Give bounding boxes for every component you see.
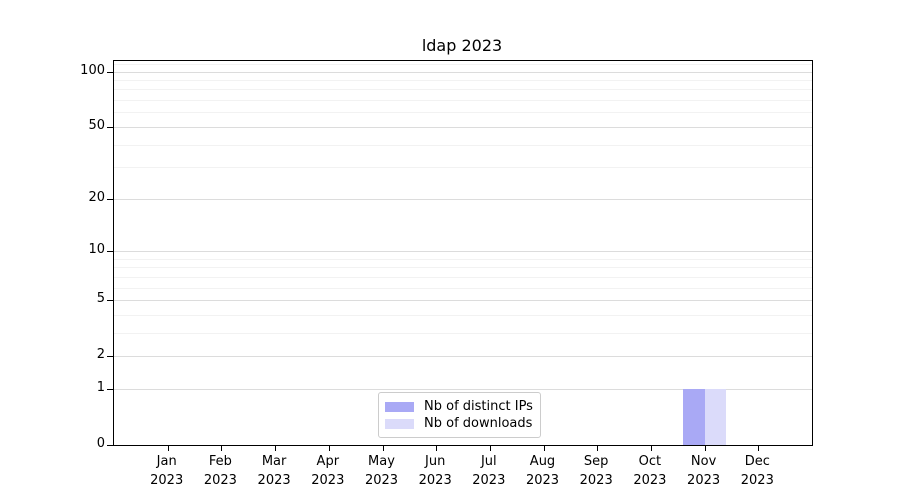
legend-item-nb-of-distinct-ips: Nb of distinct IPs [385, 398, 533, 415]
gridline-major-50 [114, 126, 812, 128]
bar-nb-of-distinct-ips-nov-2023 [683, 388, 705, 445]
legend-label-nb-of-downloads: Nb of downloads [424, 416, 533, 431]
x-axis-tick-sep [597, 445, 599, 451]
gridline-major-10 [114, 250, 812, 252]
x-axis-tick-label-mar: Mar 2023 [257, 454, 291, 488]
x-axis-tick-apr [328, 445, 330, 451]
y-axis-tick-20 [107, 198, 113, 200]
x-axis-tick-may [382, 445, 384, 451]
y-axis-tick-0 [107, 445, 113, 446]
x-axis-tick-jan [167, 445, 169, 451]
y-axis-tick-label-1: 1 [96, 379, 105, 395]
y-axis-tick-100 [107, 71, 113, 73]
x-axis-tick-mar [275, 445, 277, 451]
gridline-major-1 [114, 388, 812, 390]
y-axis-tick-2 [107, 356, 113, 358]
y-axis-tick-label-10: 10 [88, 241, 105, 257]
y-axis-tick-50 [107, 126, 113, 128]
x-axis-tick-label-dec: Dec 2023 [740, 454, 774, 488]
gridline-major-20 [114, 198, 812, 200]
gridline-minor-6 [114, 287, 812, 289]
plot-area [107, 60, 813, 451]
gridline-minor-60 [114, 112, 812, 114]
x-axis-tick-feb [221, 445, 223, 451]
x-axis-tick-label-oct: Oct 2023 [633, 454, 667, 488]
gridline-minor-110 [114, 63, 812, 65]
gridline-minor-80 [114, 89, 812, 91]
y-axis-tick-label-50: 50 [88, 117, 105, 133]
gridline-minor-3 [114, 332, 812, 334]
x-axis-tick-label-jul: Jul 2023 [472, 454, 506, 488]
legend-swatch-nb-of-downloads [385, 418, 414, 429]
legend: Nb of distinct IPs Nb of downloads [378, 392, 541, 438]
gridline-minor-90 [114, 79, 812, 81]
y-axis-tick-label-2: 2 [96, 347, 105, 363]
y-axis-tick-1 [107, 388, 113, 390]
bar-nb-of-downloads-nov-2023 [704, 388, 727, 445]
x-axis-tick-nov [704, 445, 706, 451]
gridline-minor-70 [114, 100, 812, 101]
y-axis-tick-label-100: 100 [80, 62, 105, 78]
gridline-minor-7 [114, 276, 812, 278]
gridline-minor-9 [114, 258, 812, 260]
gridline-minor-30 [114, 167, 812, 169]
x-axis-tick-label-apr: Apr 2023 [311, 454, 345, 488]
x-axis-tick-label-nov: Nov 2023 [687, 454, 721, 488]
x-axis-tick-aug [543, 445, 545, 451]
chart-title: ldap 2023 [421, 36, 503, 55]
x-axis-tick-jun [436, 445, 438, 451]
y-axis-tick-10 [107, 250, 113, 252]
gridline-minor-4 [114, 314, 812, 316]
y-axis-tick-label-0: 0 [96, 436, 105, 451]
legend-swatch-nb-of-distinct-ips [385, 401, 414, 412]
gridline-major-100 [114, 71, 812, 73]
gridline-major-2 [114, 356, 812, 358]
y-axis-tick-5 [107, 300, 113, 301]
x-axis-tick-label-aug: Aug 2023 [525, 454, 560, 488]
gridline-minor-40 [114, 144, 812, 146]
x-axis-tick-label-jan: Jan 2023 [150, 454, 184, 488]
gridline-major-5 [114, 300, 812, 301]
x-axis-tick-label-may: May 2023 [364, 454, 399, 488]
x-axis-tick-oct [650, 445, 652, 451]
x-axis-tick-label-feb: Feb 2023 [203, 454, 237, 488]
y-axis-tick-label-20: 20 [88, 189, 105, 205]
y-axis-tick-label-5: 5 [96, 291, 105, 306]
x-axis-tick-dec [758, 445, 760, 451]
x-axis-tick-label-sep: Sep 2023 [579, 454, 613, 488]
legend-item-nb-of-downloads: Nb of downloads [385, 415, 533, 432]
legend-label-nb-of-distinct-ips: Nb of distinct IPs [424, 399, 533, 414]
gridline-minor-8 [114, 267, 812, 269]
x-axis-tick-label-jun: Jun 2023 [418, 454, 452, 488]
x-axis-tick-jul [489, 445, 491, 451]
